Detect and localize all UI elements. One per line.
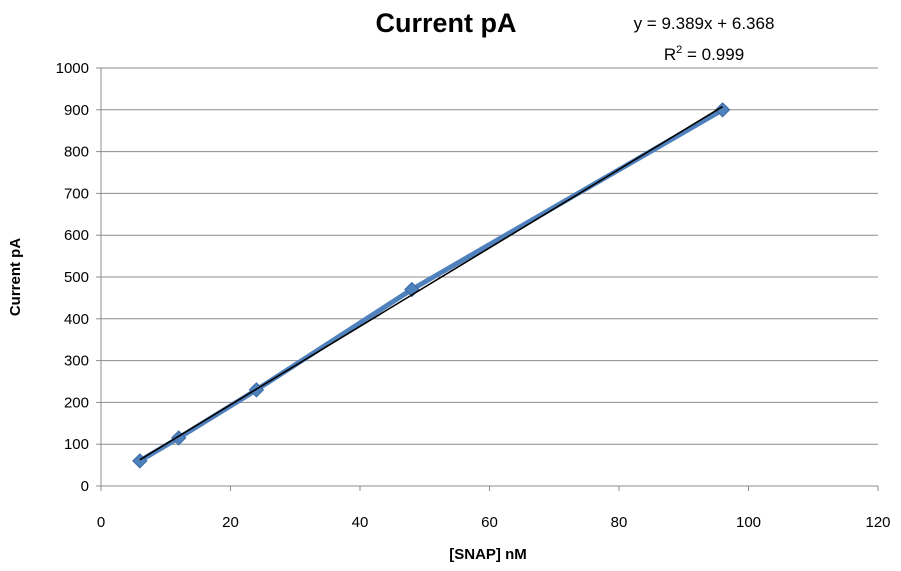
x-axis-label: [SNAP] nM <box>449 546 527 563</box>
trendline-equation: y = 9.389x + 6.368 <box>634 14 775 33</box>
y-tick-label: 700 <box>64 185 89 202</box>
y-tick-label: 500 <box>64 269 89 286</box>
y-tick-label: 800 <box>64 144 89 161</box>
y-tick-labels: 0 100 200 300 400 500 600 700 800 900 1000 <box>56 60 89 495</box>
data-point-marker <box>714 102 731 118</box>
data-series <box>132 102 731 469</box>
y-tick-label: 300 <box>64 353 89 370</box>
trendline-line <box>139 105 724 461</box>
series-line <box>138 107 724 464</box>
gridlines <box>101 67 878 445</box>
x-tick-label: 120 <box>865 514 890 531</box>
y-tick-label: 1000 <box>56 60 89 77</box>
x-tick-label: 60 <box>481 514 498 531</box>
x-tick-label: 0 <box>97 514 105 531</box>
x-tick-label: 80 <box>611 514 628 531</box>
y-tick-label: 200 <box>64 394 89 411</box>
y-tick-label: 400 <box>64 311 89 328</box>
x-tick-labels: 0 20 40 60 80 100 120 <box>97 514 891 531</box>
x-tick-label: 40 <box>352 514 369 531</box>
chart-title: Current pA <box>376 8 517 38</box>
y-tick-label: 600 <box>64 227 89 244</box>
y-axis-label: Current pA <box>7 238 24 317</box>
x-tick-label: 20 <box>222 514 239 531</box>
y-tick-label: 100 <box>64 436 89 453</box>
x-tick-label: 100 <box>736 514 761 531</box>
y-tick-label: 0 <box>81 478 89 495</box>
trendline <box>139 105 724 461</box>
r-squared-label: R2 = 0.999 <box>664 44 744 64</box>
axes <box>96 67 879 491</box>
y-tick-label: 900 <box>64 102 89 119</box>
